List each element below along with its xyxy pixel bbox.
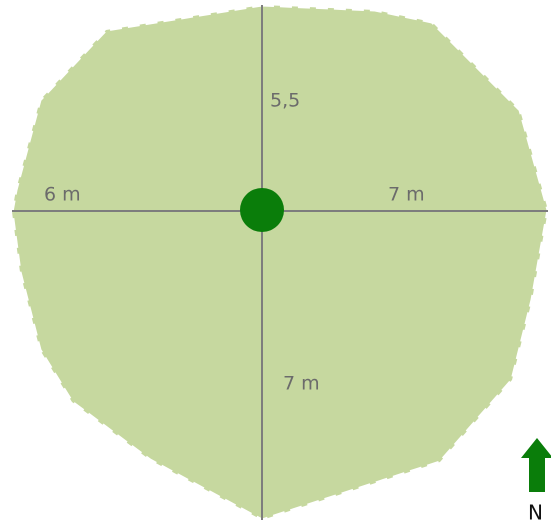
- north-arrow: [521, 438, 551, 492]
- south-label: 7 m: [283, 373, 320, 395]
- trunk: [240, 188, 284, 232]
- east-label: 7 m: [388, 184, 425, 206]
- north-label: 5,5: [270, 90, 300, 112]
- compass-label: N: [528, 501, 543, 525]
- crown-area: [10, 3, 550, 522]
- west-label: 6 m: [44, 184, 81, 206]
